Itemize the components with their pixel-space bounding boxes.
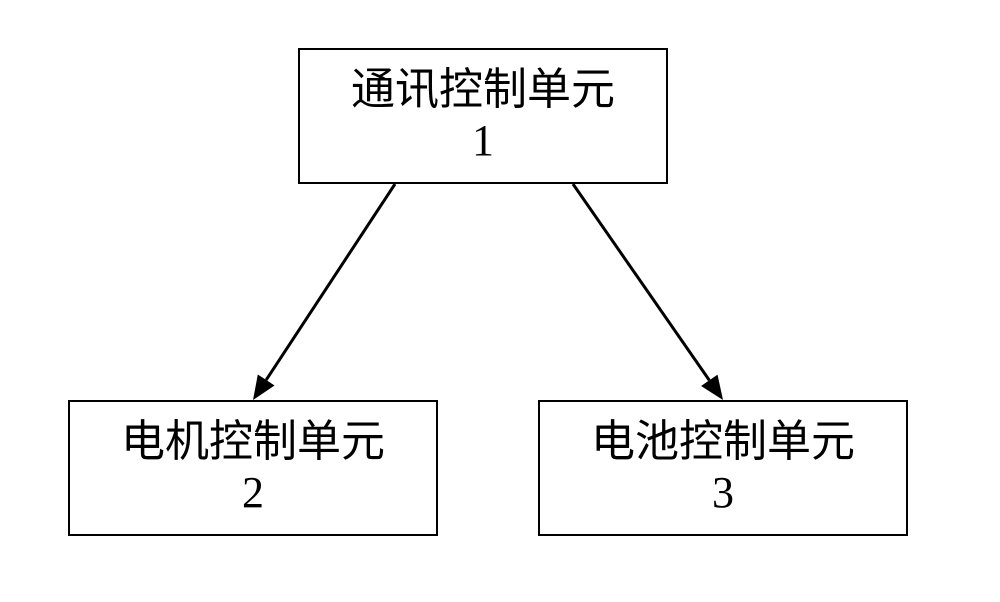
node-label: 通讯控制单元 (351, 65, 615, 116)
node-motor-control-unit: 电机控制单元 2 (68, 400, 438, 536)
node-label: 电机控制单元 (121, 417, 385, 468)
node-battery-control-unit: 电池控制单元 3 (538, 400, 908, 536)
edge-arrowhead (701, 375, 723, 400)
diagram-canvas: 通讯控制单元 1 电机控制单元 2 电池控制单元 3 (0, 0, 1000, 602)
node-communication-control-unit: 通讯控制单元 1 (298, 48, 668, 184)
edge-line (573, 184, 709, 380)
node-number: 2 (242, 468, 264, 519)
edge-line (266, 184, 395, 380)
node-number: 3 (712, 468, 734, 519)
edge-arrowhead (253, 374, 275, 400)
node-number: 1 (472, 116, 494, 167)
node-label: 电池控制单元 (591, 417, 855, 468)
